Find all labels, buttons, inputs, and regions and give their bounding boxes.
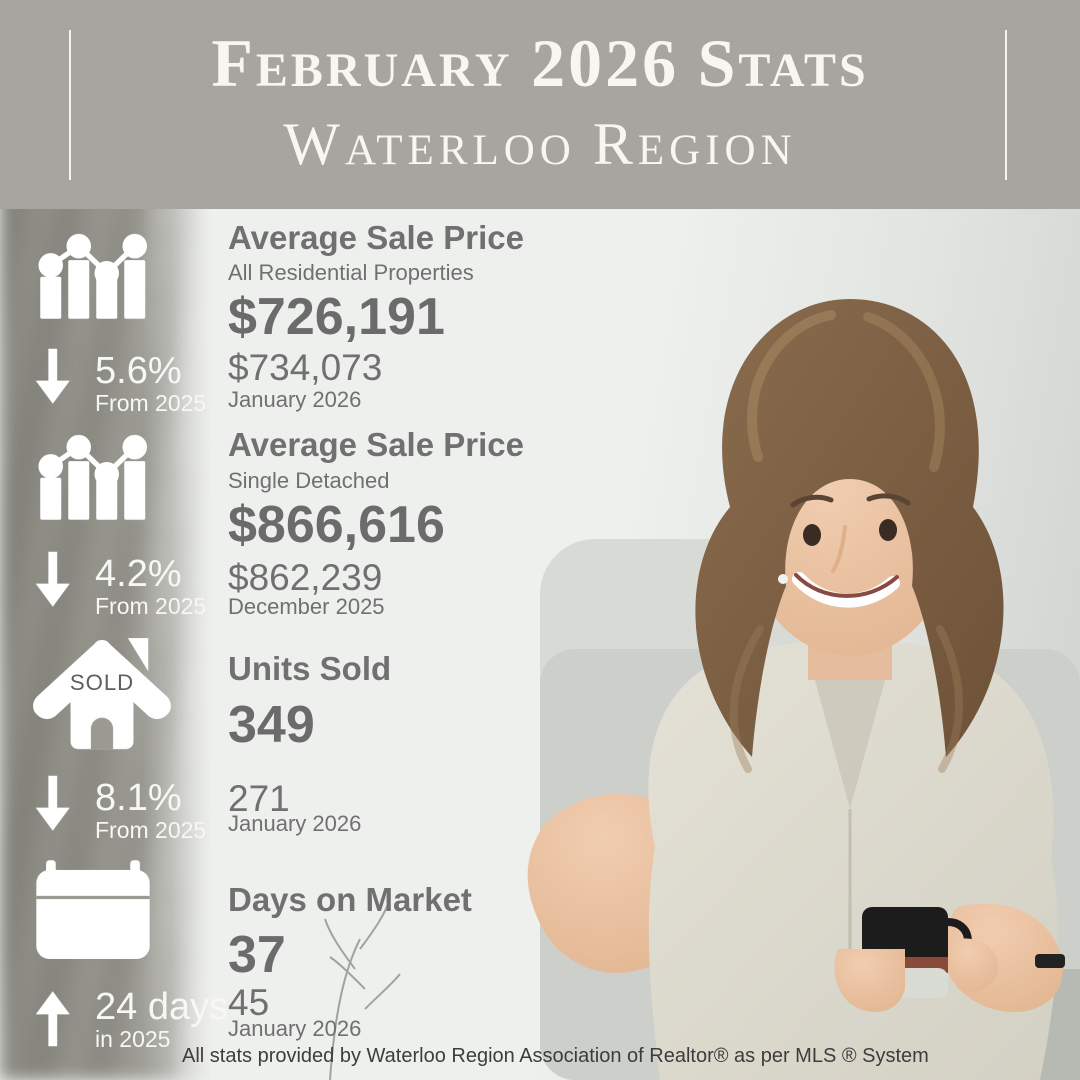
svg-text:SOLD: SOLD bbox=[70, 670, 134, 695]
